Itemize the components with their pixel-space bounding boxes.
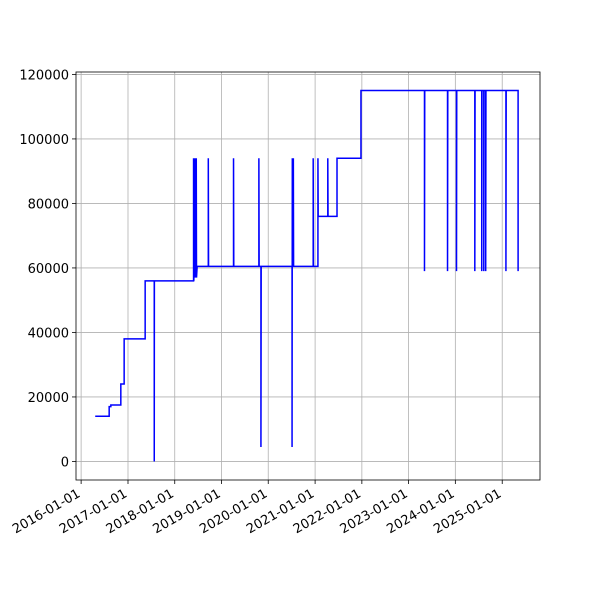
y-tick-label: 120000 <box>19 68 69 83</box>
y-tick-label: 60000 <box>28 262 69 277</box>
y-tick-label: 100000 <box>19 133 69 148</box>
y-tick-label: 0 <box>61 455 69 470</box>
y-tick-label: 40000 <box>28 326 69 341</box>
plot-frame <box>75 71 541 481</box>
y-tick-label: 20000 <box>28 391 69 406</box>
y-tick-label: 80000 <box>28 197 69 212</box>
data-line <box>95 89 519 462</box>
